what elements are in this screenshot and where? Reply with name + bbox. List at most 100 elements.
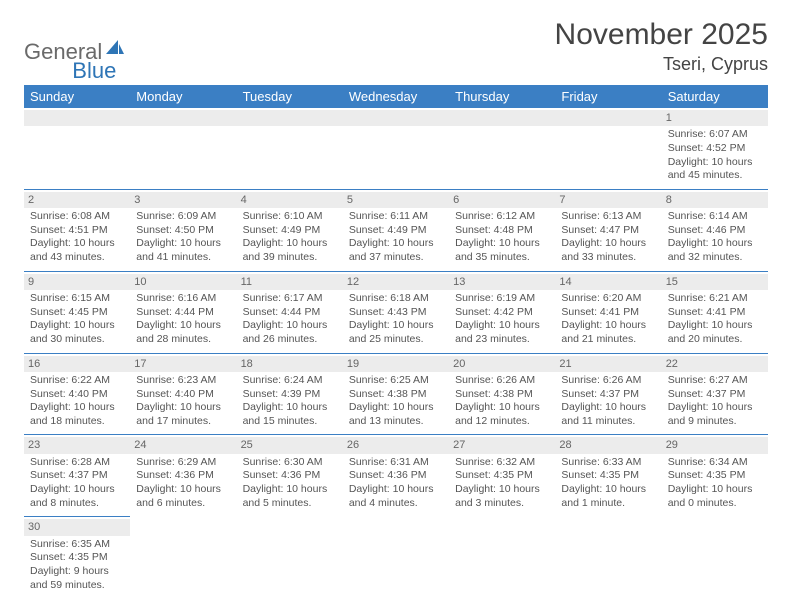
sunset-line: Sunset: 4:40 PM [136, 388, 230, 402]
sunrise-line: Sunrise: 6:33 AM [561, 456, 655, 470]
daylight-line: Daylight: 10 hours and 13 minutes. [349, 401, 443, 428]
logo: General Blue [24, 18, 116, 74]
day-number: 21 [555, 356, 661, 372]
sunset-line: Sunset: 4:45 PM [30, 306, 124, 320]
calendar-cell: 9Sunrise: 6:15 AMSunset: 4:45 PMDaylight… [24, 271, 130, 353]
day-number: 17 [130, 356, 236, 372]
sunset-line: Sunset: 4:51 PM [30, 224, 124, 238]
daylight-line: Daylight: 10 hours and 28 minutes. [136, 319, 230, 346]
calendar-cell: 24Sunrise: 6:29 AMSunset: 4:36 PMDayligh… [130, 435, 236, 517]
calendar-row: 30Sunrise: 6:35 AMSunset: 4:35 PMDayligh… [24, 517, 768, 598]
calendar-cell [662, 517, 768, 598]
sunset-line: Sunset: 4:35 PM [30, 551, 124, 565]
daylight-line: Daylight: 10 hours and 1 minute. [561, 483, 655, 510]
weekday-header-row: Sunday Monday Tuesday Wednesday Thursday… [24, 85, 768, 108]
sunrise-line: Sunrise: 6:20 AM [561, 292, 655, 306]
calendar-cell: 17 Sunrise: 6:23 AMSunset: 4:40 PMDayligh… [130, 353, 236, 435]
daylight-line: Daylight: 10 hours and 0 minutes. [668, 483, 762, 510]
daylight-line: Daylight: 10 hours and 26 minutes. [243, 319, 337, 346]
daylight-line: Daylight: 10 hours and 8 minutes. [30, 483, 124, 510]
sunrise-line: Sunrise: 6:30 AM [243, 456, 337, 470]
daylight-line: Daylight: 10 hours and 39 minutes. [243, 237, 337, 264]
day-number: 12 [343, 274, 449, 290]
day-number: 14 [555, 274, 661, 290]
sunrise-line: Sunrise: 6:18 AM [349, 292, 443, 306]
day-number: 8 [662, 192, 768, 208]
sunrise-line: Sunrise: 6:19 AM [455, 292, 549, 306]
calendar-cell [130, 108, 236, 189]
calendar-row: 23Sunrise: 6:28 AMSunset: 4:37 PMDayligh… [24, 435, 768, 517]
day-number: 27 [449, 437, 555, 453]
daylight-line: Daylight: 10 hours and 12 minutes. [455, 401, 549, 428]
sunrise-line: Sunrise: 6:22 AM [30, 374, 124, 388]
calendar-cell: 16Sunrise: 6:22 AMSunset: 4:40 PMDayligh… [24, 353, 130, 435]
sunrise-line: Sunrise: 6:23 AM [136, 374, 230, 388]
calendar-cell: 20Sunrise: 6:26 AMSunset: 4:38 PMDayligh… [449, 353, 555, 435]
calendar-cell [555, 517, 661, 598]
daylight-line: Daylight: 10 hours and 17 minutes. [136, 401, 230, 428]
weekday-header: Friday [555, 85, 661, 108]
calendar-cell: 21Sunrise: 6:26 AMSunset: 4:37 PMDayligh… [555, 353, 661, 435]
calendar-cell [237, 517, 343, 598]
sunrise-line: Sunrise: 6:16 AM [136, 292, 230, 306]
daylight-line: Daylight: 10 hours and 23 minutes. [455, 319, 549, 346]
calendar-cell: 15Sunrise: 6:21 AMSunset: 4:41 PMDayligh… [662, 271, 768, 353]
sunrise-line: Sunrise: 6:31 AM [349, 456, 443, 470]
calendar-row: 9Sunrise: 6:15 AMSunset: 4:45 PMDaylight… [24, 271, 768, 353]
calendar-cell: 27Sunrise: 6:32 AMSunset: 4:35 PMDayligh… [449, 435, 555, 517]
daylight-line: Daylight: 10 hours and 5 minutes. [243, 483, 337, 510]
day-number: 15 [662, 274, 768, 290]
sunrise-line: Sunrise: 6:35 AM [30, 538, 124, 552]
sunset-line: Sunset: 4:36 PM [349, 469, 443, 483]
daylight-line: Daylight: 10 hours and 4 minutes. [349, 483, 443, 510]
daylight-line: Daylight: 10 hours and 30 minutes. [30, 319, 124, 346]
day-number: 20 [449, 356, 555, 372]
calendar-cell: 1Sunrise: 6:07 AMSunset: 4:52 PMDaylight… [662, 108, 768, 189]
calendar-cell [555, 108, 661, 189]
daylight-line: Daylight: 10 hours and 37 minutes. [349, 237, 443, 264]
sunset-line: Sunset: 4:43 PM [349, 306, 443, 320]
location-label: Tseri, Cyprus [555, 54, 768, 75]
calendar-cell: 8Sunrise: 6:14 AMSunset: 4:46 PMDaylight… [662, 189, 768, 271]
sunrise-line: Sunrise: 6:09 AM [136, 210, 230, 224]
calendar-cell: 3Sunrise: 6:09 AMSunset: 4:50 PMDaylight… [130, 189, 236, 271]
calendar-cell: 13Sunrise: 6:19 AMSunset: 4:42 PMDayligh… [449, 271, 555, 353]
sunset-line: Sunset: 4:35 PM [561, 469, 655, 483]
daylight-line: Daylight: 10 hours and 20 minutes. [668, 319, 762, 346]
sunset-line: Sunset: 4:38 PM [455, 388, 549, 402]
calendar-cell: 22Sunrise: 6:27 AMSunset: 4:37 PMDayligh… [662, 353, 768, 435]
day-number: 11 [237, 274, 343, 290]
page-title: November 2025 [555, 18, 768, 52]
day-number: 19 [343, 356, 449, 372]
sunrise-line: Sunrise: 6:08 AM [30, 210, 124, 224]
day-number: 18 [237, 356, 343, 372]
daylight-line: Daylight: 10 hours and 43 minutes. [30, 237, 124, 264]
sunrise-line: Sunrise: 6:07 AM [668, 128, 762, 142]
day-number-bar [24, 110, 130, 126]
day-number: 3 [130, 192, 236, 208]
calendar-cell: 28Sunrise: 6:33 AMSunset: 4:35 PMDayligh… [555, 435, 661, 517]
calendar-cell [237, 108, 343, 189]
calendar-cell: 29Sunrise: 6:34 AMSunset: 4:35 PMDayligh… [662, 435, 768, 517]
day-number: 30 [24, 519, 130, 535]
sunset-line: Sunset: 4:36 PM [136, 469, 230, 483]
day-number: 6 [449, 192, 555, 208]
daylight-line: Daylight: 10 hours and 18 minutes. [30, 401, 124, 428]
calendar-cell: 4Sunrise: 6:10 AMSunset: 4:49 PMDaylight… [237, 189, 343, 271]
day-number: 5 [343, 192, 449, 208]
sunrise-line: Sunrise: 6:25 AM [349, 374, 443, 388]
weekday-header: Wednesday [343, 85, 449, 108]
day-number: 1 [662, 110, 768, 126]
sunset-line: Sunset: 4:35 PM [455, 469, 549, 483]
sunrise-line: Sunrise: 6:13 AM [561, 210, 655, 224]
logo-text-blue: Blue [72, 58, 116, 84]
daylight-line: Daylight: 10 hours and 35 minutes. [455, 237, 549, 264]
daylight-line: Daylight: 10 hours and 25 minutes. [349, 319, 443, 346]
daylight-line: Daylight: 10 hours and 15 minutes. [243, 401, 337, 428]
weekday-header: Thursday [449, 85, 555, 108]
sunrise-line: Sunrise: 6:26 AM [561, 374, 655, 388]
calendar-cell: 12 Sunrise: 6:18 AMSunset: 4:43 PMDayligh… [343, 271, 449, 353]
day-number: 4 [237, 192, 343, 208]
day-number: 26 [343, 437, 449, 453]
sunset-line: Sunset: 4:47 PM [561, 224, 655, 238]
